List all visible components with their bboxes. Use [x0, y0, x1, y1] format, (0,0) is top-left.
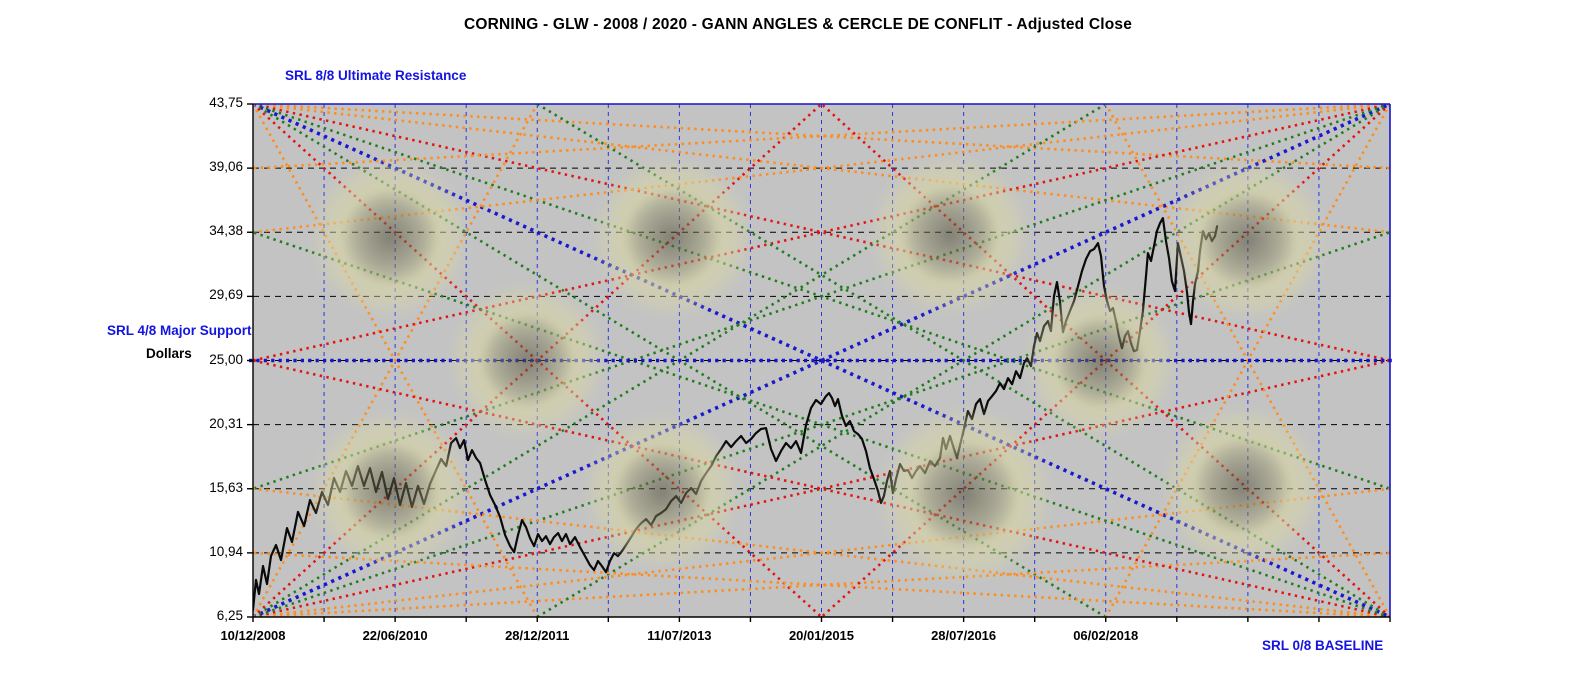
y-axis-tick-label: 43,75 — [209, 95, 243, 110]
conflict-circle — [1167, 160, 1328, 321]
gann-angle-ray — [253, 104, 1390, 490]
x-axis-tick-label: 11/07/2013 — [647, 628, 712, 643]
x-axis-tick-label: 28/12/2011 — [505, 628, 570, 643]
y-axis-tick-label: 6,25 — [216, 608, 243, 623]
srl-0-8-label: SRL 0/8 BASELINE — [1262, 638, 1384, 653]
y-axis-tick-label: 34,38 — [209, 223, 243, 239]
conflict-circle — [876, 406, 1053, 583]
x-axis-tick-label: 10/12/2008 — [220, 628, 286, 643]
x-axis-tick-label: 06/02/2018 — [1073, 628, 1139, 643]
conflict-circle — [310, 410, 471, 571]
conflict-circle — [1161, 406, 1322, 567]
y-axis-tick-label: 15,63 — [209, 479, 243, 495]
x-axis-tick-label: 22/06/2010 — [362, 628, 428, 643]
conflict-circle — [583, 413, 740, 570]
conflict-circle — [591, 157, 752, 318]
y-axis-tick-label: 20,31 — [209, 415, 243, 431]
y-axis-tick-label: 29,69 — [209, 287, 243, 303]
y-axis-tick-label: 25,00 — [209, 351, 243, 367]
srl-8-8-label: SRL 8/8 Ultimate Resistance — [285, 68, 467, 83]
y-axis-title: Dollars — [146, 346, 192, 361]
x-axis-tick-label: 20/01/2015 — [788, 628, 855, 643]
x-axis-tick-label: 28/07/2016 — [931, 628, 997, 643]
y-axis-tick-label: 10,94 — [209, 543, 243, 559]
conflict-circle — [449, 282, 606, 439]
chart-title: CORNING - GLW - 2008 / 2020 - GANN ANGLE… — [463, 16, 1133, 33]
conflict-circle — [1024, 285, 1177, 438]
conflict-circle — [869, 154, 1030, 315]
y-axis-tick-label: 39,06 — [209, 159, 243, 175]
conflict-circle — [310, 157, 471, 318]
